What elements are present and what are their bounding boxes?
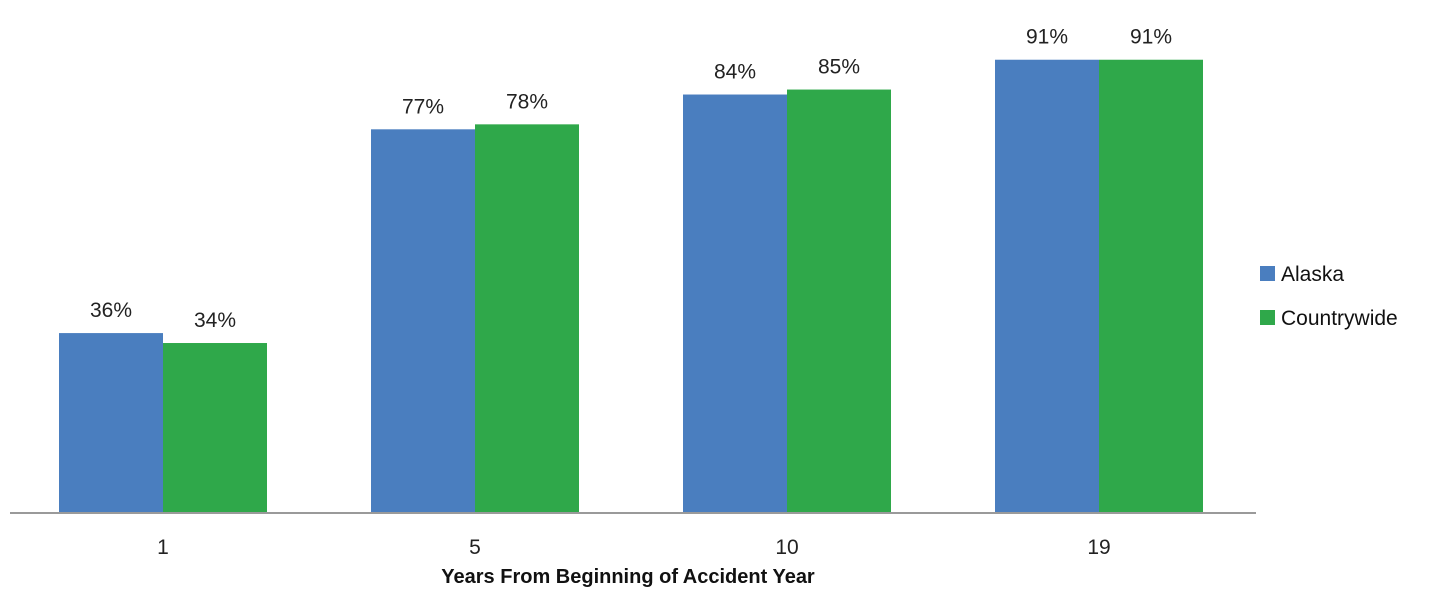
value-label-countrywide-1: 34% — [194, 309, 236, 332]
value-labels-group: 36% 34% 77% 78% 84% 85% 91% 91% — [90, 26, 1172, 332]
x-tick-label-5: 5 — [469, 536, 481, 559]
legend: Alaska Countrywide — [1260, 263, 1398, 330]
bar-countrywide-1 — [163, 343, 267, 512]
legend-swatch-countrywide — [1260, 310, 1275, 325]
value-label-alaska-19: 91% — [1026, 26, 1068, 49]
bar-alaska-5 — [371, 129, 475, 512]
legend-swatch-alaska — [1260, 266, 1275, 281]
bar-alaska-10 — [683, 94, 787, 513]
x-axis-title: Years From Beginning of Accident Year — [441, 566, 815, 588]
x-tick-label-1: 1 — [157, 536, 169, 559]
value-label-alaska-10: 84% — [714, 61, 756, 84]
value-label-alaska-5: 77% — [402, 95, 444, 118]
legend-label-countrywide: Countrywide — [1281, 307, 1398, 330]
bar-alaska-19 — [995, 59, 1099, 512]
x-tick-label-19: 19 — [1087, 536, 1110, 559]
value-label-alaska-1: 36% — [90, 299, 132, 322]
value-label-countrywide-10: 85% — [818, 56, 860, 79]
bar-countrywide-10 — [787, 89, 891, 513]
x-tick-labels-group: 1 5 10 19 — [157, 536, 1111, 559]
bars-group — [59, 59, 1203, 513]
bar-countrywide-19 — [1099, 59, 1203, 512]
value-label-countrywide-5: 78% — [506, 90, 548, 113]
x-tick-label-10: 10 — [775, 536, 798, 559]
legend-label-alaska: Alaska — [1281, 263, 1344, 286]
bar-alaska-1 — [59, 333, 163, 512]
value-label-countrywide-19: 91% — [1130, 26, 1172, 49]
bar-countrywide-5 — [475, 124, 579, 512]
